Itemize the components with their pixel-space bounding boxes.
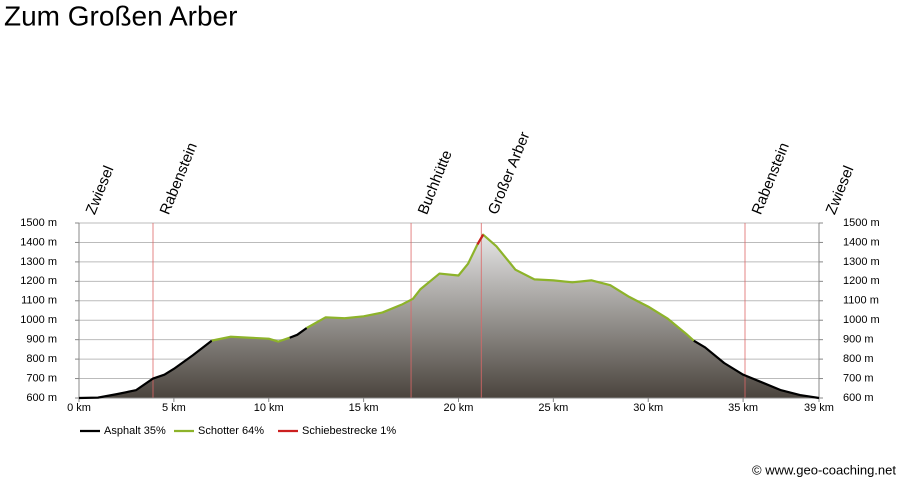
y2-tick-label: 800 m xyxy=(843,353,874,365)
legend-label: Schotter 64% xyxy=(198,425,264,437)
legend-label: Asphalt 35% xyxy=(104,425,166,437)
chart-title: Zum Großen Arber xyxy=(4,0,237,31)
profile-line xyxy=(78,327,820,400)
waypoint-label: Buchhütte xyxy=(415,148,456,217)
y2-tick-label: 700 m xyxy=(843,372,874,384)
x-tick-label: 5 km xyxy=(162,402,186,414)
y2-tick-label: 1200 m xyxy=(843,275,880,287)
waypoint-label: Zwiesel xyxy=(823,163,858,217)
y2-tick-label: 1400 m xyxy=(843,236,880,248)
x-tick-label: 35 km xyxy=(728,402,758,414)
waypoint-label: Rabenstein xyxy=(157,140,201,217)
credit: © www.geo-coaching.net xyxy=(752,462,896,477)
profile-line xyxy=(476,234,485,245)
y2-tick-label: 900 m xyxy=(843,334,874,346)
y-tick-label: 1000 m xyxy=(20,314,57,326)
waypoint-label: Großer Arber xyxy=(485,129,534,217)
y-tick-label: 1100 m xyxy=(21,295,57,307)
y-tick-label: 800 m xyxy=(26,353,57,365)
waypoint-label: Zwiesel xyxy=(83,163,118,217)
waypoint-label: Rabenstein xyxy=(749,140,793,217)
elevation-area xyxy=(79,234,819,398)
x-tick-label: 39 km xyxy=(804,402,834,414)
x-tick-label: 10 km xyxy=(254,402,284,414)
y2-tick-label: 1500 m xyxy=(843,217,880,229)
legend-label: Schiebestrecke 1% xyxy=(302,425,396,437)
y2-tick-label: 600 m xyxy=(843,392,874,404)
y2-tick-label: 1000 m xyxy=(843,314,880,326)
y-tick-label: 1400 m xyxy=(20,236,57,248)
x-tick-label: 15 km xyxy=(349,402,379,414)
x-tick-label: 25 km xyxy=(538,402,568,414)
y-tick-label: 1500 m xyxy=(20,217,57,229)
x-tick-label: 30 km xyxy=(633,402,663,414)
y-tick-label: 700 m xyxy=(26,372,57,384)
x-tick-label: 0 km xyxy=(67,402,91,414)
x-tick-label: 20 km xyxy=(444,402,474,414)
y-tick-label: 900 m xyxy=(26,334,57,346)
y2-tick-label: 1300 m xyxy=(843,256,880,268)
y2-tick-label: 1100 m xyxy=(843,295,879,307)
y-tick-label: 1200 m xyxy=(20,275,57,287)
y-tick-label: 600 m xyxy=(26,392,57,404)
y-tick-label: 1300 m xyxy=(20,256,57,268)
